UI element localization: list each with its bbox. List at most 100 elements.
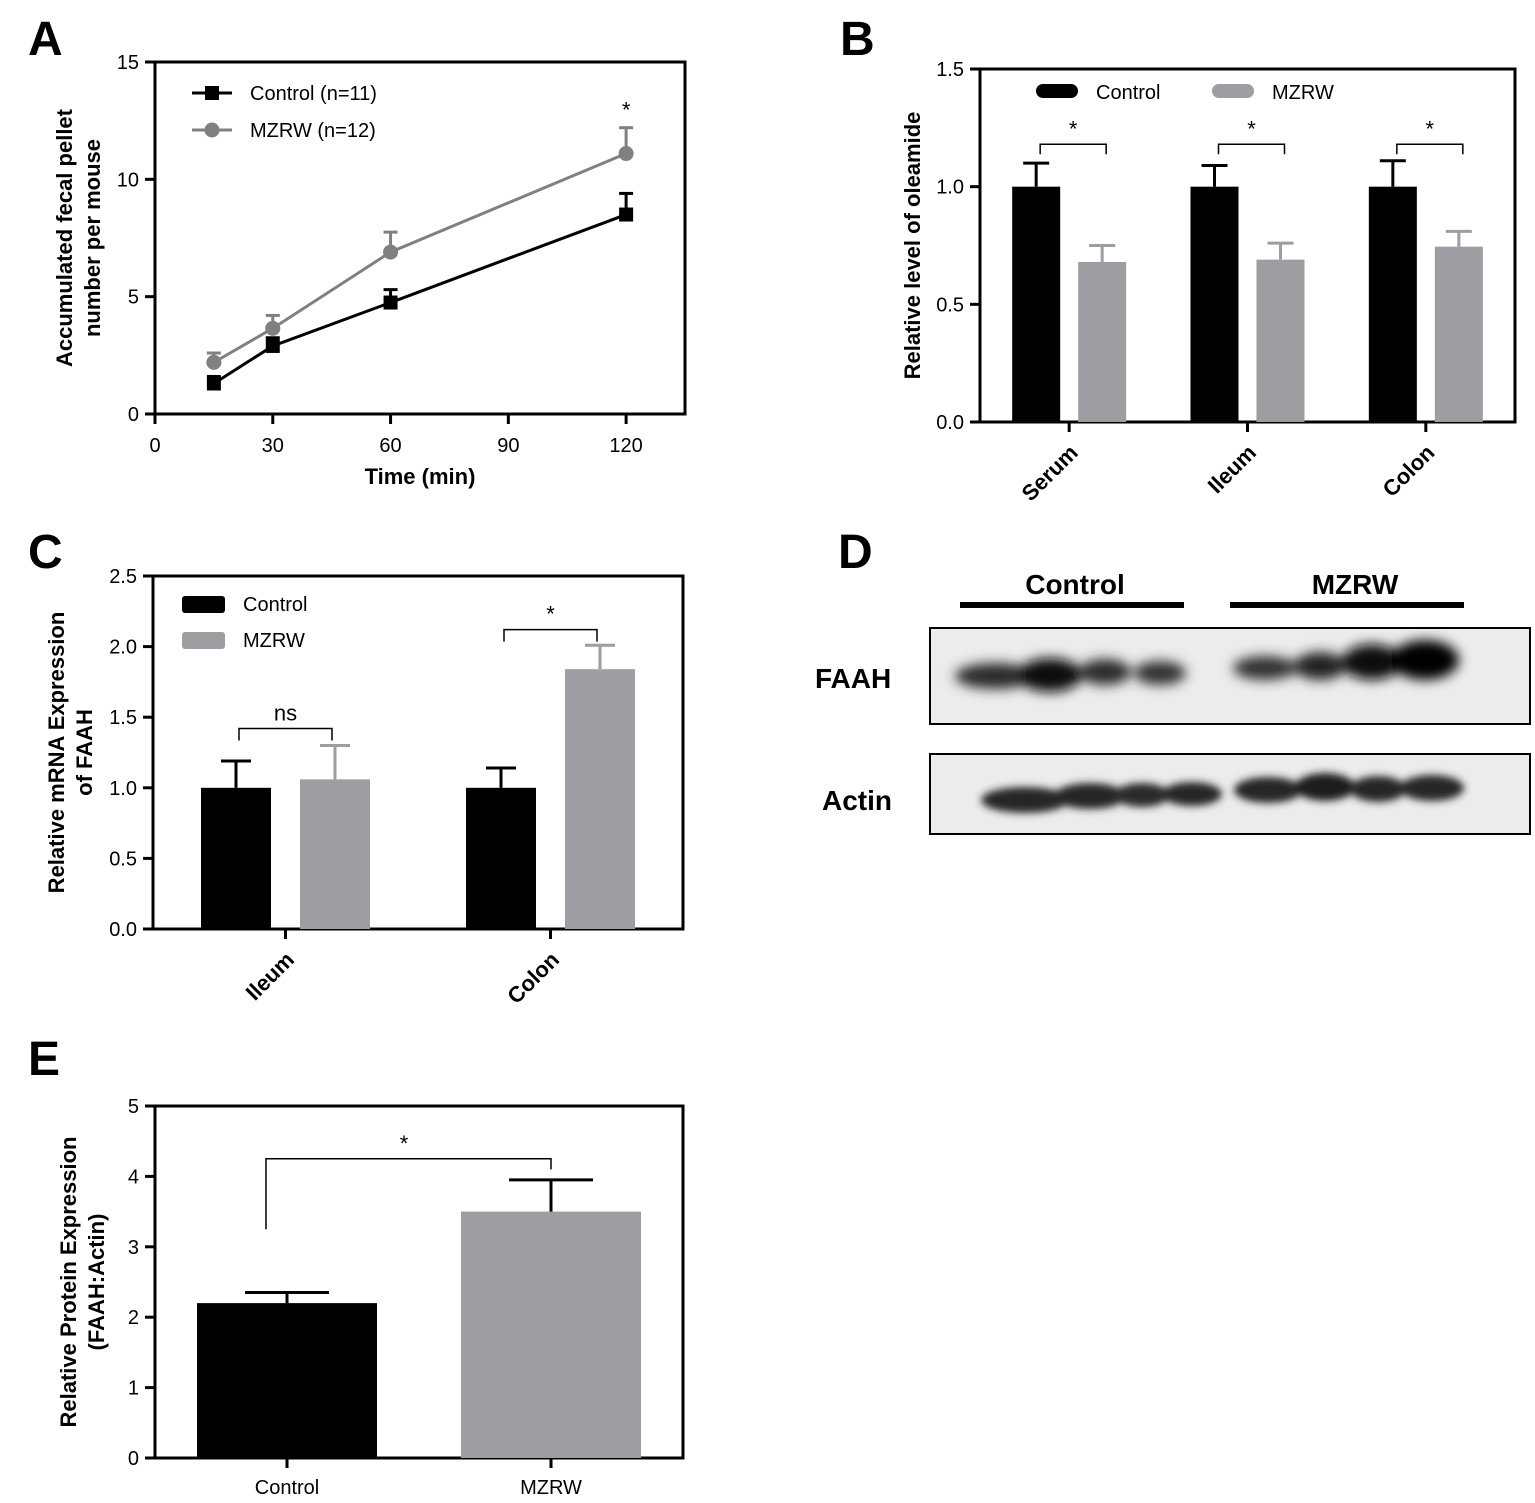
actin-bands xyxy=(981,773,1464,813)
actin-band xyxy=(1295,773,1355,801)
chart-panel-b: 0.0 0.5 1.0 1.5 Relative level of oleamide Se… xyxy=(900,59,1517,506)
faah-band xyxy=(1134,661,1186,685)
panel-e-bar xyxy=(197,1303,377,1458)
panel-label-c: C xyxy=(28,526,63,579)
panel-a-x-tick-label: 90 xyxy=(497,435,519,457)
panel-a-y-tick-label: 15 xyxy=(117,52,139,74)
panel-b-x-tick-label: Colon xyxy=(1378,440,1440,502)
panel-c-significance-bracket xyxy=(238,727,333,741)
panel-e-y-tick-label: 1 xyxy=(128,1378,139,1400)
panel-a-legend-label: MZRW (n=12) xyxy=(250,120,376,142)
panel-a-y-axis-label-line: number per mouse xyxy=(80,139,105,337)
panel-a-series-line xyxy=(213,152,627,364)
panel-b-y-tick-label: 1.5 xyxy=(936,59,964,81)
panel-a-data-point xyxy=(383,244,399,260)
panel-b-y-tick-label: 1.0 xyxy=(936,177,964,199)
panel-a-legend-marker xyxy=(204,122,220,138)
actin-band xyxy=(1114,783,1170,807)
panel-b-y-tick-label: 0.0 xyxy=(936,412,964,434)
panel-c-y-tick-label: 0.0 xyxy=(109,919,137,941)
panel-c-y-axis-label-line: Relative mRNA Expression xyxy=(44,612,69,894)
panel-e-y-tick-label: 3 xyxy=(128,1237,139,1259)
panel-b-bar xyxy=(1190,186,1239,422)
panel-a-data-point xyxy=(265,320,281,336)
panel-b-legend-swatch xyxy=(1212,84,1254,98)
panel-a-x-tick-label: 60 xyxy=(379,435,401,457)
actin-band xyxy=(1234,777,1302,803)
panel-c-y-tick-label: 1.0 xyxy=(109,778,137,800)
faah-bands xyxy=(955,640,1459,692)
panel-a-legend-label: Control (n=11) xyxy=(250,83,377,105)
chart-panel-e: 0 1 2 3 4 5 Relative Protein Expression (FAAH:A… xyxy=(56,1096,685,1499)
faah-band xyxy=(1079,659,1131,685)
panel-c-bar xyxy=(300,779,370,929)
panel-b-x-tick-label: Serum xyxy=(1017,440,1083,506)
panel-b-significance-bracket xyxy=(1396,143,1464,155)
actin-band xyxy=(1054,783,1126,809)
panel-a-data-point xyxy=(618,146,634,162)
panel-c-legend-label: Control xyxy=(243,594,307,616)
faah-band xyxy=(1233,656,1297,680)
panel-b-significance-bracket xyxy=(1217,143,1286,155)
panel-a-data-point xyxy=(619,207,634,222)
faah-band xyxy=(1018,658,1082,692)
panel-e-y-tick-label: 5 xyxy=(128,1096,139,1118)
panel-c-bar xyxy=(565,669,635,929)
panel-a-y-tick-label: 5 xyxy=(128,287,139,309)
panel-a-y-axis-label-line: Accumulated fecal pellet xyxy=(52,108,77,367)
faah-band xyxy=(955,663,1035,689)
actin-band xyxy=(1350,776,1406,802)
panel-a-data-point xyxy=(206,376,221,391)
panel-b-significance-label: * xyxy=(1069,116,1078,141)
panel-c-y-tick-label: 1.5 xyxy=(109,707,137,729)
panel-c-y-tick-label: 0.5 xyxy=(109,848,137,870)
panel-c-significance-bracket xyxy=(503,628,598,642)
panel-b-y-axis-label: Relative level of oleamide xyxy=(900,112,925,380)
panel-e-y-tick-label: 0 xyxy=(128,1448,139,1470)
panel-e-y-axis-label: Relative Protein Expression (FAAH:Actin) xyxy=(56,1137,109,1428)
panel-label-a: A xyxy=(28,13,63,66)
chart-panel-c: 0.0 0.5 1.0 1.5 2.0 2.5 Relative mRNA Expressi… xyxy=(44,566,685,1009)
actin-band xyxy=(1400,775,1464,801)
panel-c-significance-label: ns xyxy=(274,700,297,725)
panel-a-x-tick-label: 0 xyxy=(149,435,160,457)
panel-e-plot-frame xyxy=(153,1104,685,1460)
panel-c-significance-label: * xyxy=(546,602,555,627)
panel-c-y-tick-label: 2.0 xyxy=(109,637,137,659)
panel-e-x-tick-label: Control xyxy=(255,1477,319,1499)
panel-b-x-tick-label: Ileum xyxy=(1203,440,1261,498)
panel-a-data-point xyxy=(206,354,222,370)
faah-band xyxy=(1294,652,1346,680)
panel-a-series-line xyxy=(213,213,627,385)
panel-b-significance-label: * xyxy=(1426,116,1435,141)
panel-c-y-tick-label: 2.5 xyxy=(109,566,137,588)
panel-a-y-tick-label: 10 xyxy=(117,169,139,191)
blot-row-label-faah: FAAH xyxy=(815,663,891,694)
panel-c-y-axis-label: Relative mRNA Expression of FAAH xyxy=(44,612,97,894)
panel-e-y-tick-label: 4 xyxy=(128,1166,139,1188)
panel-a-x-axis-label: Time (min) xyxy=(365,464,476,489)
panel-c-bar xyxy=(466,787,536,929)
panel-e-y-axis-label-line: Relative Protein Expression xyxy=(56,1137,81,1428)
panel-b-bar xyxy=(1256,259,1305,422)
faah-band xyxy=(1391,640,1459,680)
panel-a-x-tick-label: 30 xyxy=(262,435,284,457)
panel-e-x-tick-label: MZRW xyxy=(520,1477,582,1499)
panel-b-bar xyxy=(1012,186,1061,422)
panel-b-y-tick-label: 0.5 xyxy=(936,294,964,316)
panel-b-bar xyxy=(1368,186,1417,422)
panel-c-y-axis-label-line: of FAAH xyxy=(72,709,97,796)
panel-c-bar xyxy=(201,787,271,929)
panel-a-plot-frame xyxy=(153,60,687,416)
panel-a-significance-label: * xyxy=(622,98,631,123)
panel-e-y-tick-label: 2 xyxy=(128,1307,139,1329)
faah-band xyxy=(1342,644,1402,680)
panel-c-legend-label: MZRW xyxy=(243,630,305,652)
panel-b-legend-label: MZRW xyxy=(1272,82,1334,104)
panel-a-y-tick-label: 0 xyxy=(128,404,139,426)
panel-label-b: B xyxy=(840,13,875,66)
panel-b-significance-bracket xyxy=(1039,143,1107,155)
western-blot-panel: Control MZRW FAAH Actin xyxy=(815,569,1531,835)
blot-row-label-actin: Actin xyxy=(822,785,892,816)
